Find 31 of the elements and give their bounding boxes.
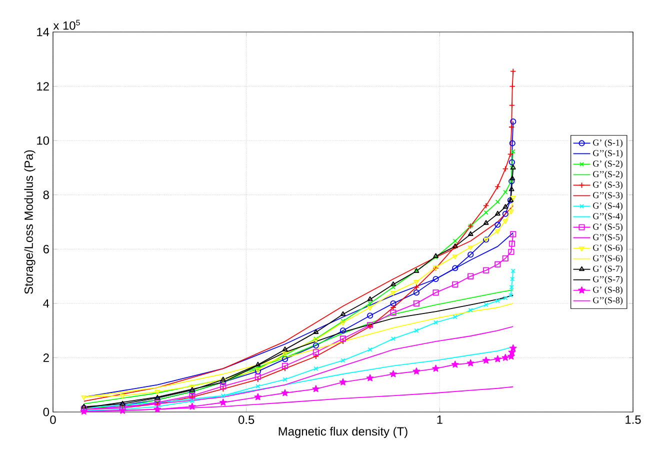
x-tick-label: 0.5	[238, 416, 254, 424]
legend-label: G’’(S-6)	[593, 254, 623, 264]
x-tick-label: 0	[50, 416, 56, 424]
legend-label: G’ (S-3)	[593, 181, 622, 190]
legend-label: G’ (S-7)	[593, 265, 622, 274]
y-tick-label: 12	[37, 82, 49, 90]
legend-label: G’’(S-7)	[593, 276, 623, 284]
y-tick-label: 8	[43, 190, 49, 200]
legend-label: G’ (S-2)	[593, 160, 622, 168]
text: x 10$^{5}$	[53, 20, 80, 30]
legend-label: G’’(S-4)	[593, 212, 623, 222]
legend-label: G’ (S-8)	[593, 286, 622, 295]
legend-label: G’ (S-5)	[593, 223, 622, 232]
legend-label: G’ (S-4)	[593, 202, 622, 211]
y-tick-label: 14	[37, 28, 50, 36]
x-axis-title: Magnetic flux density (T)	[278, 426, 408, 438]
y-tick-label: 2	[43, 354, 49, 362]
y-tick-label: 10	[37, 136, 50, 145]
y-tick-label: 4	[43, 299, 50, 308]
legend-label: G’ (S-6)	[593, 244, 622, 253]
y-axis-title: Storage/Loss Modulus (Pa)	[24, 150, 36, 294]
legend-label: G’ (S-1)	[593, 139, 622, 148]
x-tick-label: 1.5	[626, 416, 641, 424]
legend-label: G’’(S-3)	[593, 192, 623, 200]
y-tick-label: 6	[43, 244, 49, 254]
legend-label: G’’(S-5)	[593, 234, 623, 242]
legend-label: G’’(S-8)	[593, 296, 623, 306]
y-tick-label: 0	[43, 408, 50, 416]
x-tick-label: 1	[437, 416, 442, 424]
legend-label: G’’(S-2)	[593, 170, 623, 179]
legend-label: G’’(S-1)	[593, 150, 623, 158]
